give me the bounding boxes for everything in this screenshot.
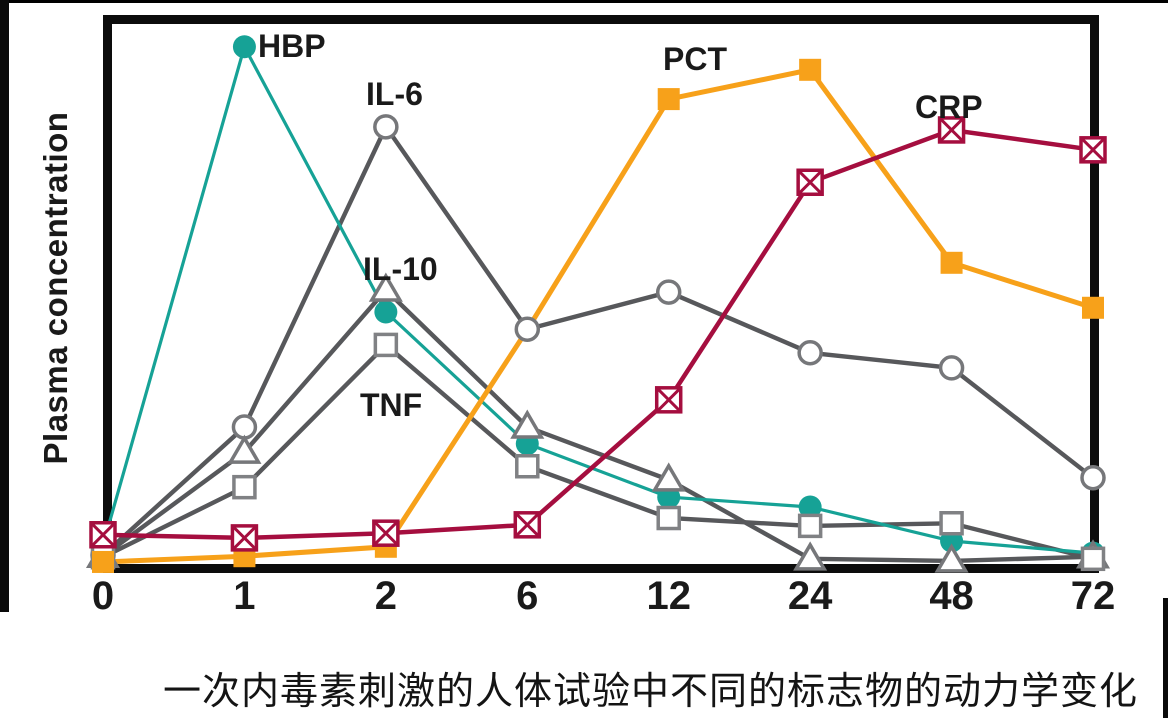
marker-IL-10-12 (651, 462, 686, 492)
x-tick-label-0: 0 (92, 574, 114, 618)
series-label-PCT: PCT (663, 41, 727, 77)
marker-CRP-1-cross (232, 525, 257, 550)
marker-TNF-72 (1080, 546, 1106, 572)
marker-IL-6-12 (655, 279, 682, 305)
series-label-HBP: HBP (258, 28, 326, 64)
marker-HBP-2 (374, 300, 398, 324)
marker-CRP-6-cross (515, 512, 540, 537)
plot-border (103, 15, 1099, 573)
marker-TNF-48 (939, 511, 964, 536)
figure-caption: 一次内毒素刺激的人体试验中不同的标志物的动力学变化 (163, 671, 1139, 713)
frame-top-border (0, 0, 1168, 3)
x-tick-label-48: 48 (929, 574, 974, 618)
series-line-TNF (102, 341, 1094, 561)
marker-IL-6-2 (373, 114, 399, 140)
marker-HBP-24 (798, 495, 822, 519)
marker-TNF-2 (373, 332, 399, 358)
x-tick-label-1: 1 (233, 574, 255, 618)
marker-CRP-48-cross (939, 117, 964, 143)
marker-PCT-12 (657, 88, 680, 111)
marker-IL-10-48 (934, 543, 969, 573)
series-line-PCT (102, 67, 1094, 565)
marker-CRP-24-cross (798, 170, 823, 195)
x-tick-label-12: 12 (646, 574, 691, 618)
series-label-IL-10: IL-10 (363, 251, 438, 287)
marker-IL-10-2 (368, 272, 403, 302)
marker-TNF-24 (797, 513, 823, 539)
frame-left-border (0, 0, 9, 612)
marker-PCT-0 (92, 550, 114, 573)
marker-IL-6-48 (938, 355, 965, 381)
x-tick-label-24: 24 (788, 574, 833, 618)
marker-IL-6-24 (797, 340, 823, 366)
series-line-IL-6 (101, 122, 1095, 557)
marker-IL-10-24 (793, 541, 828, 571)
marker-IL-6-72 (1080, 465, 1106, 491)
marker-CRP-2-cross (373, 521, 398, 546)
series-line-IL-10 (101, 286, 1094, 564)
marker-PCT-48 (940, 251, 963, 274)
x-tick-label-2: 2 (375, 574, 397, 618)
x-tick-label-6: 6 (516, 574, 538, 618)
frame-right-border (1163, 598, 1168, 718)
marker-PCT-72 (1082, 296, 1104, 319)
marker-CRP-72-cross (1080, 137, 1106, 162)
marker-TNF-1 (232, 474, 257, 500)
marker-CRP-0-cross (90, 522, 116, 547)
y-axis-label: Plasma concentration (37, 111, 74, 465)
marker-HBP-1 (232, 35, 256, 59)
marker-CRP-12-cross (656, 387, 681, 412)
marker-IL-6-6 (514, 316, 541, 342)
marker-IL-10-6 (510, 409, 545, 439)
marker-PCT-24 (799, 58, 822, 81)
marker-TNF-6 (515, 453, 540, 479)
series-label-TNF: TNF (360, 387, 422, 423)
series-line-CRP (102, 127, 1094, 541)
marker-IL-10-1 (227, 434, 262, 464)
series-line-HBP (101, 42, 1094, 555)
x-tick-label-72: 72 (1071, 574, 1116, 618)
series-label-CRP: CRP (915, 89, 983, 125)
marker-TNF-12 (656, 505, 681, 531)
series-label-IL-6: IL-6 (366, 76, 423, 112)
